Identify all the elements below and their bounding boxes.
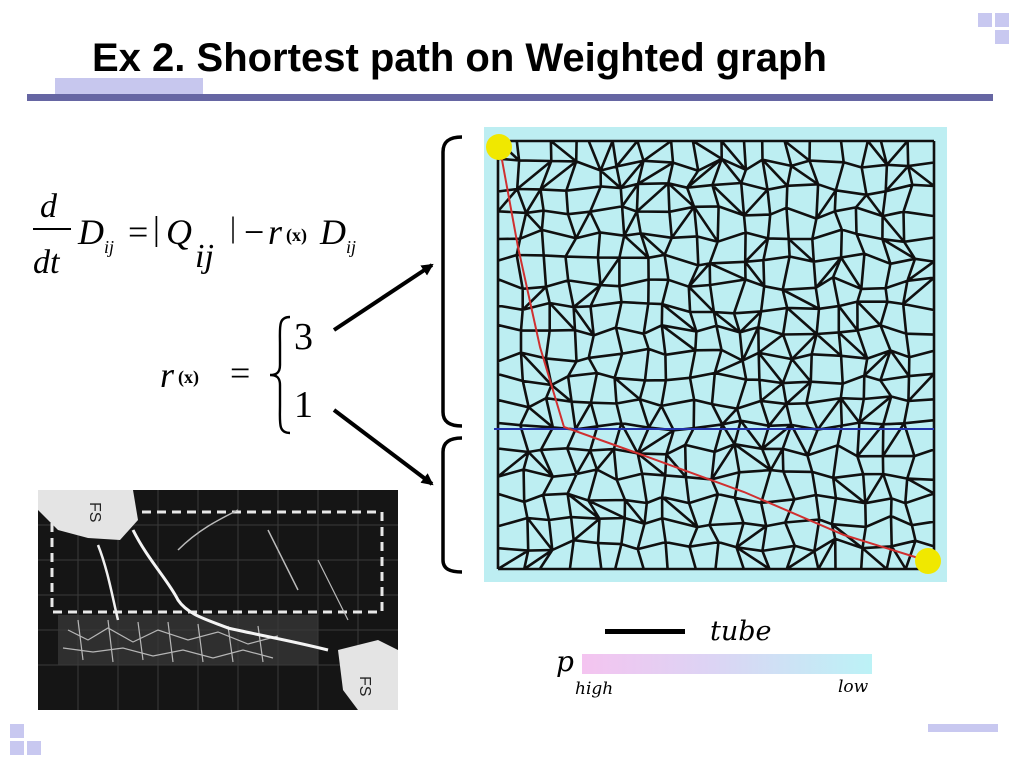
bracket-lower	[441, 436, 463, 574]
deco-square	[995, 13, 1009, 27]
legend-tube-label: tube	[710, 616, 772, 647]
eq-Q-sub: ij	[195, 238, 214, 275]
eq-equals: =	[128, 212, 149, 252]
start-node	[486, 134, 512, 160]
shortest-path-line	[499, 148, 929, 562]
rdef-value-3: 3	[294, 316, 313, 358]
eq-fraction-line	[33, 228, 71, 230]
legend-tube-line	[605, 629, 685, 634]
eq-abs-open: |	[153, 211, 160, 248]
deco-square	[978, 13, 992, 27]
arrow-lower	[332, 408, 434, 486]
rdef-value-1: 1	[294, 384, 313, 426]
slide-title: Ex 2. Shortest path on Weighted graph	[92, 36, 827, 80]
eq-abs-close: |	[230, 211, 237, 244]
rdef-equals: =	[230, 353, 251, 393]
eq-D: D	[78, 212, 104, 252]
deco-square	[27, 741, 41, 755]
photo-label-bottom: FS	[356, 676, 373, 696]
slime-mold-photo: FS FS	[38, 490, 398, 710]
legend-gradient-bar	[582, 654, 872, 674]
eq-D-sub: ij	[104, 237, 115, 257]
eq-d-numerator: d	[40, 188, 57, 225]
eq-minus: −	[244, 212, 265, 252]
rdef-r: r	[160, 355, 175, 395]
end-node	[915, 548, 941, 574]
title-underline	[27, 94, 993, 101]
deco-square	[10, 724, 24, 738]
rdef-x-paren: (x)	[178, 367, 199, 387]
eq-D2-sub: ij	[346, 237, 357, 257]
legend-low-label: low	[838, 677, 869, 697]
legend-p-label: p	[556, 645, 574, 678]
network-graph	[484, 127, 947, 582]
eq-x-paren: (x)	[286, 225, 307, 245]
eq-D2: D	[320, 212, 346, 252]
eq-r: r	[268, 212, 283, 252]
deco-bar	[928, 724, 998, 732]
eq-Q: Q	[166, 212, 192, 252]
photo-label-top: FS	[86, 502, 103, 522]
arrow-upper	[332, 263, 434, 332]
legend-high-label: high	[575, 679, 614, 699]
deco-square	[995, 30, 1009, 44]
bracket-upper	[441, 135, 463, 428]
title-accent-bar	[55, 78, 203, 94]
deco-square	[10, 741, 24, 755]
eq-dt-denominator: dt	[33, 244, 60, 281]
rdef-brace	[269, 315, 291, 435]
